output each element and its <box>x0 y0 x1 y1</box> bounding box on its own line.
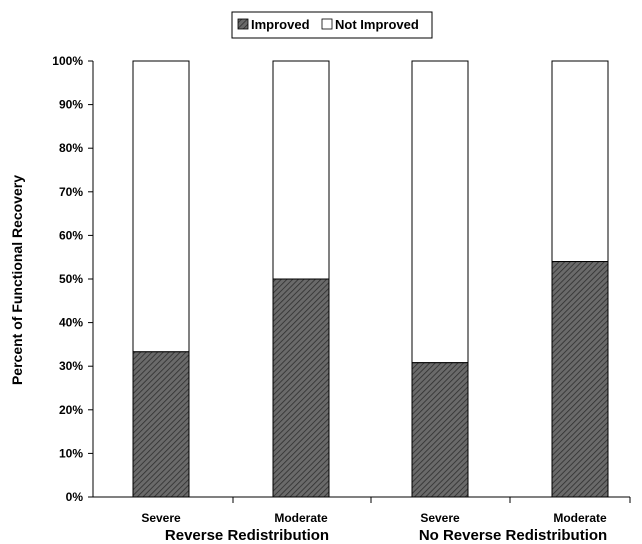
x-category-label: Moderate <box>274 511 328 525</box>
y-tick-label: 90% <box>59 98 83 112</box>
y-tick-label: 40% <box>59 316 83 330</box>
bars <box>132 60 609 498</box>
legend-label-not-improved: Not Improved <box>335 17 419 32</box>
bar-improved <box>411 362 469 498</box>
x-labels: Severe Moderate Severe Moderate Reverse Redi… <box>141 497 631 544</box>
y-tick-label: 20% <box>59 403 83 417</box>
legend: Improved Not Improved <box>231 11 433 39</box>
legend-swatch-not-improved <box>321 18 333 30</box>
bar-not-improved <box>132 60 190 353</box>
legend-swatch-improved <box>237 18 249 30</box>
legend-label-improved: Improved <box>251 17 310 32</box>
y-tick-label: 60% <box>59 228 83 242</box>
x-group-label: No Reverse Redistribution <box>419 527 607 544</box>
bar-not-improved <box>551 60 609 263</box>
x-group-label: Reverse Redistribution <box>165 527 329 544</box>
y-axis-title: Percent of Functional Recovery <box>9 175 25 385</box>
bar-not-improved <box>272 60 330 280</box>
x-category-label: Severe <box>141 511 181 525</box>
x-category-label: Moderate <box>553 511 607 525</box>
y-ticks: 0% 10% 20% 30% 40% 50% 60% 70% 80% 90% 100% <box>52 54 93 504</box>
bar-not-improved <box>411 60 469 364</box>
y-tick-label: 80% <box>59 141 83 155</box>
x-category-label: Severe <box>420 511 460 525</box>
bar-improved <box>272 278 330 498</box>
bar-improved <box>132 351 190 498</box>
y-tick-label: 100% <box>52 54 83 68</box>
y-tick-label: 10% <box>59 446 83 460</box>
y-tick-label: 70% <box>59 185 83 199</box>
y-tick-label: 50% <box>59 272 83 286</box>
y-tick-label: 30% <box>59 359 83 373</box>
bar-improved <box>551 261 609 498</box>
y-tick-label: 0% <box>66 490 84 504</box>
